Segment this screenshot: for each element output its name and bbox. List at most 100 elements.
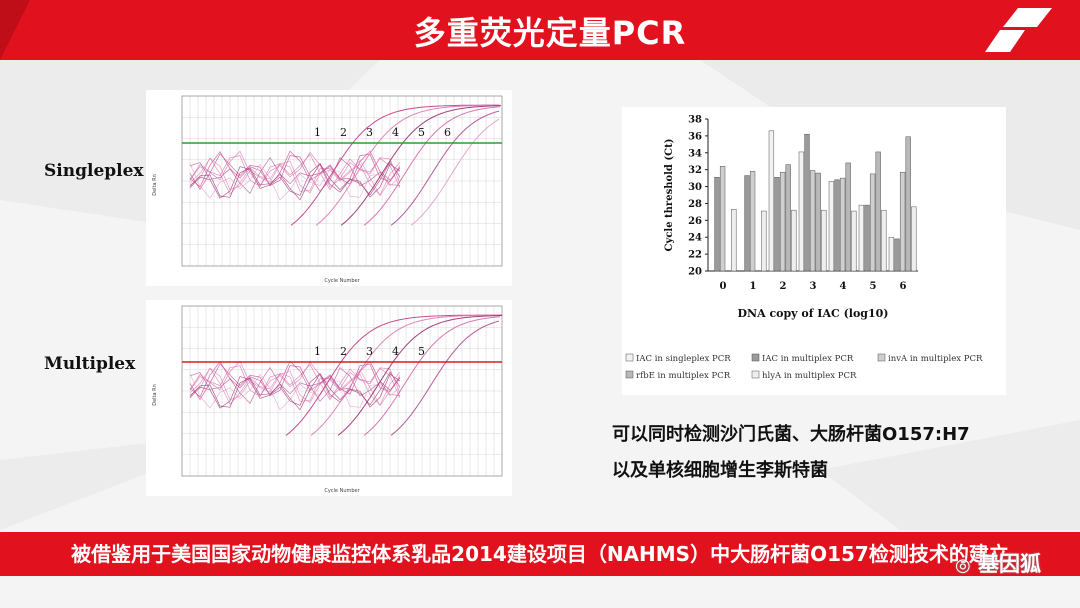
curve-label: 3: [366, 345, 373, 358]
sigmoid-curve: [340, 105, 502, 226]
legend-entry: invA in multiplex PCR: [888, 354, 983, 364]
baseline-curve: [189, 161, 401, 199]
legend-entry: IAC in multiplex PCR: [762, 354, 854, 364]
legend-entry: hlyA in multiplex PCR: [762, 371, 857, 381]
bar: [714, 177, 720, 272]
amplification-curves: [189, 314, 503, 436]
baseline-curve: [189, 163, 401, 201]
y-tick-label: 20: [688, 267, 702, 278]
logo-mark: [985, 8, 1052, 52]
header-bar: [0, 0, 1080, 60]
bar: [875, 151, 881, 272]
sigmoid-curve: [337, 315, 503, 436]
bar: [815, 172, 821, 272]
singleplex-amplification-plot: Delta Rn Cycle Number 1 2 3 4 5 6: [146, 90, 512, 286]
watermark: ◎ 基因狐: [955, 548, 1041, 578]
bar: [719, 166, 726, 272]
bar: [858, 204, 865, 272]
curve-label: 5: [418, 345, 425, 358]
bar: [828, 181, 835, 272]
baseline-curve: [189, 373, 401, 411]
legend-swatch: [751, 370, 760, 379]
bar: [834, 179, 840, 272]
bar: [888, 236, 895, 272]
x-tick-label: 1: [750, 281, 757, 292]
x-tick-label: 0: [720, 281, 727, 292]
y-tick-label: 26: [688, 216, 702, 227]
sigmoid-curve: [290, 104, 499, 226]
curve-label: 4: [392, 345, 399, 358]
plot-frame: [181, 95, 503, 267]
bar: [864, 204, 870, 272]
baseline-curve: [189, 150, 401, 191]
footer-text: 被借鉴用于美国国家动物健康监控体系乳品2014建设项目（NAHMS）中大肠杆菌O…: [71, 542, 1009, 566]
sigmoid-curve: [390, 320, 500, 436]
x-tick-label: 6: [900, 281, 907, 292]
legend-swatch: [625, 353, 634, 362]
singleplex-label: Singleplex: [44, 161, 144, 181]
legend-entry: IAC in singleplex PCR: [636, 354, 731, 364]
baseline-curve: [189, 360, 401, 401]
bar: [869, 173, 876, 272]
sigmoid-curve: [363, 106, 501, 226]
y-tick-label: 24: [688, 233, 702, 244]
sigmoid-curve: [390, 110, 500, 226]
bar: [809, 170, 816, 272]
sigmoid-curve: [285, 314, 503, 436]
description-line-2: 以及单核细胞增生李斯特菌: [612, 460, 828, 481]
curve-label: 3: [366, 126, 373, 139]
curve-label: 5: [418, 126, 425, 139]
x-tick-label: 5: [870, 281, 877, 292]
bar: [774, 177, 780, 272]
y-tick-label: 28: [688, 199, 702, 210]
y-axis-label: Delta Rn: [152, 174, 158, 196]
bar: [761, 210, 767, 272]
y-tick-label: 38: [688, 115, 702, 126]
bar: [779, 171, 786, 272]
curve-label: 4: [392, 126, 399, 139]
bar: [785, 164, 791, 272]
y-tick-label: 34: [688, 148, 702, 159]
baseline-curve: [189, 156, 401, 195]
x-axis-label: DNA copy of IAC (log10): [738, 307, 889, 320]
y-tick-label: 36: [688, 131, 702, 142]
curve-labels: 1 2 3 4 5 6: [314, 126, 451, 139]
bar: [749, 171, 756, 272]
y-axis-label: Cycle threshold (Ct): [664, 139, 675, 252]
legend-swatch: [751, 353, 760, 362]
legend: IAC in singleplex PCR IAC in multiplex PC…: [625, 353, 983, 381]
plot-frame: [181, 305, 503, 477]
plot-grid: [181, 95, 503, 267]
x-axis-label: Cycle Number: [324, 278, 360, 284]
watermark-text: 基因狐: [978, 552, 1042, 576]
baseline-curve: [189, 150, 401, 188]
sigmoid-curve: [410, 118, 500, 226]
bar: [731, 209, 737, 272]
amplification-curves: [189, 104, 502, 226]
bar: [894, 238, 900, 272]
curve-label: 2: [340, 126, 347, 139]
baseline-curve: [189, 153, 401, 191]
baseline-curve: [189, 371, 401, 409]
multiplex-amplification-plot: Delta Rn Cycle Number 1 2 3 4 5: [146, 300, 512, 496]
legend-swatch: [625, 370, 634, 379]
baseline-curve: [189, 366, 401, 405]
baseline-curve: [189, 363, 401, 401]
baseline-curve: [189, 367, 401, 406]
bar: [845, 162, 851, 272]
curve-label: 6: [444, 126, 451, 139]
y-tick-label: 32: [688, 165, 702, 176]
bar: [911, 206, 917, 272]
bar: [851, 210, 857, 272]
curve-label: 2: [340, 345, 347, 358]
baseline-curve: [189, 373, 401, 411]
x-tick-label: 4: [840, 281, 847, 292]
y-tick-label: 30: [688, 182, 702, 193]
bar: [791, 209, 797, 272]
legend-swatch: [877, 353, 886, 362]
bar: [905, 136, 911, 272]
y-tick-label: 22: [688, 250, 702, 261]
curve-label: 1: [314, 126, 321, 139]
multiplex-label: Multiplex: [44, 354, 136, 374]
bar: [899, 171, 906, 272]
